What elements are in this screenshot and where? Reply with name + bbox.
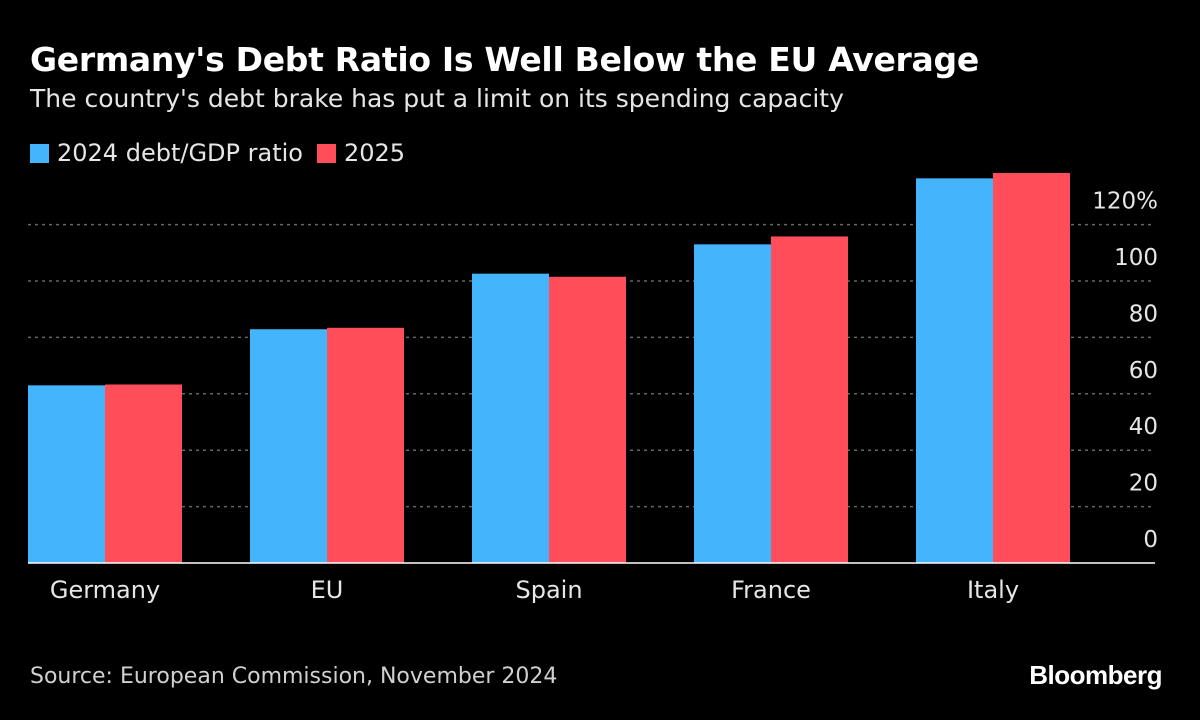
x-axis-categories: Germany EU Spain France Italy	[50, 576, 1019, 604]
legend-item-2025: 2025	[316, 139, 406, 167]
bar-france-2025	[771, 236, 848, 563]
legend-item-2024: 2024 debt/GDP ratio	[30, 139, 303, 167]
x-category-label: Spain	[515, 576, 582, 604]
x-category-label: Italy	[967, 576, 1019, 604]
chart-subtitle: The country's debt brake has put a limit…	[30, 84, 844, 113]
bars	[28, 172, 1070, 564]
y-tick-label: 0	[1143, 527, 1158, 553]
bar-france-2024	[694, 244, 771, 563]
x-category-label: France	[731, 576, 811, 604]
legend-swatch-2024	[30, 143, 49, 163]
y-tick-label: 40	[1129, 414, 1158, 440]
y-tick-label: 80	[1129, 301, 1158, 327]
y-tick-label: 120%	[1092, 189, 1158, 215]
bar-germany-2024	[28, 385, 105, 563]
bar-eu-2024	[250, 329, 327, 563]
y-tick-label: 20	[1129, 471, 1158, 497]
x-category-label: Germany	[50, 576, 160, 604]
bar-italy-2024	[916, 178, 993, 564]
y-axis-ticks: 0 20 40 60 80 100 120%	[1092, 189, 1158, 553]
source-note: Source: European Commission, November 20…	[30, 664, 558, 689]
y-tick-label: 100	[1114, 245, 1158, 271]
legend-label-2025: 2025	[343, 139, 406, 167]
y-tick-label: 60	[1129, 358, 1158, 384]
x-category-label: EU	[311, 576, 344, 604]
bar-italy-2025	[993, 172, 1070, 563]
bar-eu-2025	[327, 327, 404, 563]
bar-germany-2025	[105, 384, 182, 563]
chart-title: Germany's Debt Ratio Is Well Below the E…	[30, 40, 979, 79]
legend-label-2024: 2024 debt/GDP ratio	[57, 139, 303, 167]
legend-swatch-2025	[316, 143, 336, 163]
legend: 2024 debt/GDP ratio 2025	[30, 136, 419, 170]
bar-spain-2025	[549, 276, 626, 563]
bloomberg-logo: Bloomberg	[1029, 660, 1162, 690]
bar-spain-2024	[472, 273, 549, 563]
